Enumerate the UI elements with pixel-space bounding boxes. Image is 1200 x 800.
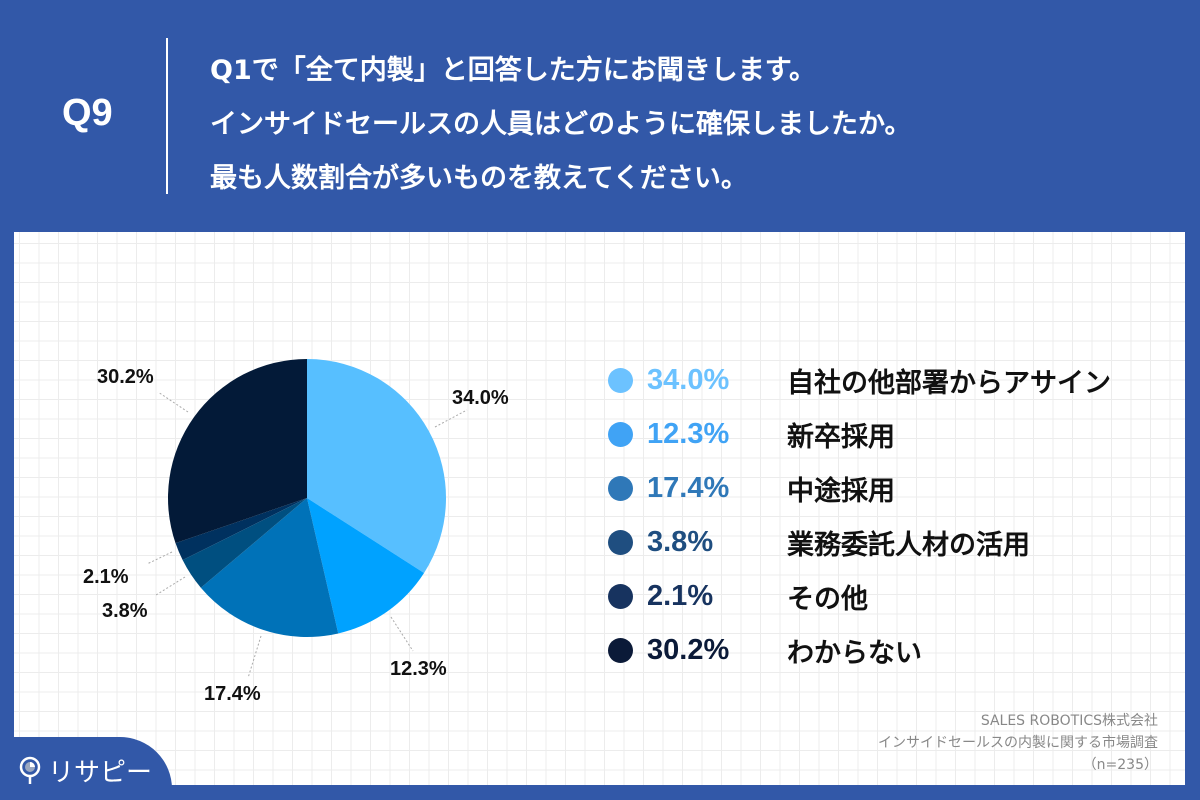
pie-slice xyxy=(182,498,307,588)
pie-slice xyxy=(168,359,307,544)
source-survey: インサイドセールスの内製に関する市場調査 xyxy=(878,735,1158,751)
question-number: Q9 xyxy=(62,92,113,134)
pie-slice xyxy=(307,359,446,573)
question-line-3: 最も人数割合が多いものを教えてください。 xyxy=(210,163,748,194)
question-line-1: Q1で「全て内製」と回答した方にお聞きします。 xyxy=(210,55,817,86)
pie-label-outsourcing: 3.8% xyxy=(102,600,148,622)
logo-text: リサピー xyxy=(48,758,153,788)
pie-label-other: 2.1% xyxy=(83,566,129,588)
legend-label: 業務委託人材の活用 xyxy=(787,529,1030,561)
legend-dot-icon xyxy=(608,583,633,609)
pie-chart xyxy=(168,359,446,637)
pie-label-mid-career: 17.4% xyxy=(204,683,261,705)
legend-dot-icon xyxy=(608,421,633,447)
legend-dot-icon xyxy=(608,529,633,555)
legend-label: 自社の他部署からアサイン xyxy=(787,367,1111,399)
legend-item: 2.1% その他 xyxy=(608,576,1168,616)
legend-item: 30.2% わからない xyxy=(608,630,1168,670)
question-text: Q1で「全て内製」と回答した方にお聞きします。 インサイドセールスの人員はどのよ… xyxy=(210,44,911,206)
pie-slice xyxy=(175,498,307,561)
source-sample-size: （n=235） xyxy=(1082,757,1158,773)
legend-label: その他 xyxy=(787,583,868,615)
pin-chart-icon xyxy=(19,756,41,784)
legend-dot-icon xyxy=(608,367,633,393)
question-line-2: インサイドセールスの人員はどのように確保しましたか。 xyxy=(210,109,912,140)
legend-label: 新卒採用 xyxy=(787,421,895,453)
legend-item: 17.4% 中途採用 xyxy=(608,468,1168,508)
legend-pct: 12.3% xyxy=(647,417,730,450)
pie-label-unknown: 30.2% xyxy=(97,366,154,388)
question-header: Q9 Q1で「全て内製」と回答した方にお聞きします。 インサイドセールスの人員は… xyxy=(0,0,1200,232)
legend-label: 中途採用 xyxy=(787,475,895,507)
pie-slice xyxy=(307,498,425,634)
brand-logo: リサピー xyxy=(18,752,152,789)
legend-label: わからない xyxy=(787,637,922,669)
legend-item: 12.3% 新卒採用 xyxy=(608,414,1168,454)
pie-slice xyxy=(200,498,339,637)
footer-bar xyxy=(0,785,1200,800)
legend-item: 34.0% 自社の他部署からアサイン xyxy=(608,360,1168,400)
legend-pct: 30.2% xyxy=(647,633,730,666)
legend-pct: 34.0% xyxy=(647,363,730,396)
source-company: SALES ROBOTICS株式会社 xyxy=(980,713,1158,729)
legend-pct: 2.1% xyxy=(647,579,714,612)
pie-label-new-grad: 12.3% xyxy=(390,658,447,680)
legend-pct: 3.8% xyxy=(647,525,714,558)
legend-pct: 17.4% xyxy=(647,471,730,504)
pie-label-assign: 34.0% xyxy=(452,387,509,409)
source-note: SALES ROBOTICS株式会社 インサイドセールスの内製に関する市場調査 … xyxy=(878,710,1158,776)
header-divider xyxy=(166,38,168,194)
legend-item: 3.8% 業務委託人材の活用 xyxy=(608,522,1168,562)
legend-dot-icon xyxy=(608,637,633,663)
legend-dot-icon xyxy=(608,475,633,501)
